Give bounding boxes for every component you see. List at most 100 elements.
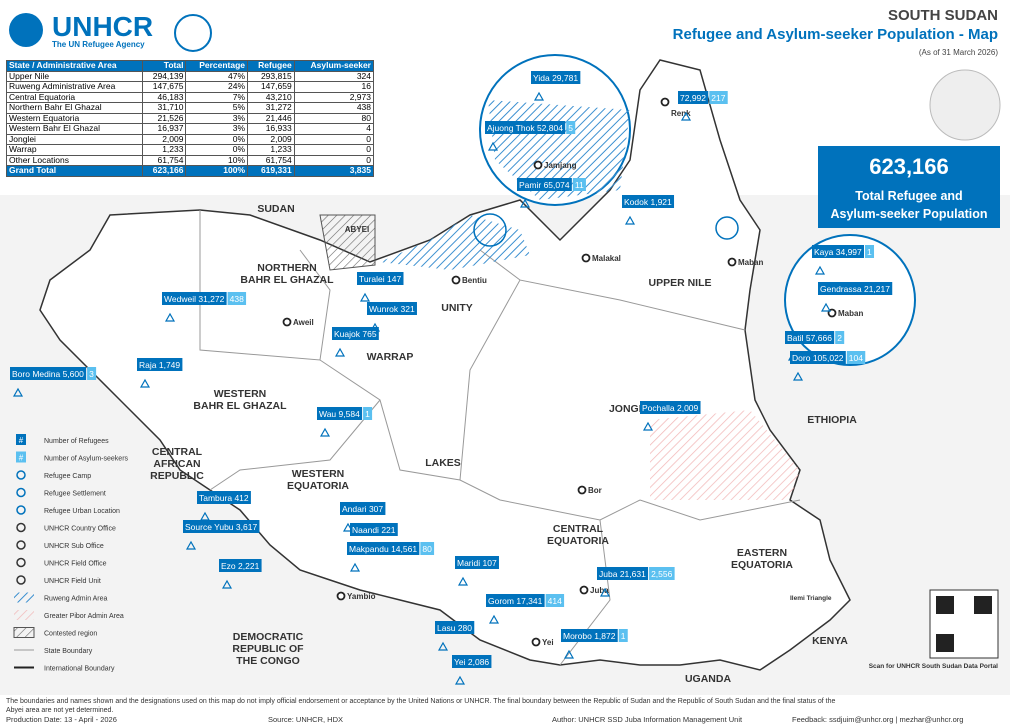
table-cell: Jonglei (5, 133, 144, 145)
site-marker (533, 91, 545, 101)
legend-label: Refugee Camp (44, 473, 91, 480)
refugee-count: 412 (234, 493, 248, 503)
table-cell: 147,659 (247, 81, 295, 93)
refugee-count: 65,074 (544, 180, 570, 190)
asylum-count: 2,556 (651, 569, 673, 579)
asylum-count: 217 (711, 93, 725, 103)
table-cell: 438 (293, 102, 375, 114)
region-label: AFRICAN (153, 458, 200, 470)
legend-icon (16, 470, 26, 480)
table-cell: Percentage (185, 60, 249, 72)
refugee-count: 31,272 (198, 294, 224, 304)
site-marker (814, 265, 826, 275)
table-row: Northern Bahr El Ghazal 31,710 5% 31,272 438 (5, 102, 375, 114)
table-cell: 619,331 (247, 165, 295, 177)
inset-marker (715, 216, 739, 240)
region-label: EQUATORIA (547, 535, 609, 547)
location-box (350, 523, 398, 536)
asylum-box (835, 331, 845, 344)
footer: The boundaries and names shown and the d… (6, 698, 963, 724)
table-row: Upper Nile 294,139 47% 293,815 324 (5, 70, 375, 82)
asylum-count: 3 (89, 369, 94, 379)
table-cell: Upper Nile (5, 70, 144, 82)
location-label: Doro 105,022 (792, 353, 844, 363)
asylum-box (846, 351, 866, 364)
legend-label: Refugee Settlement (44, 491, 106, 498)
qr-caption: Scan for UNHCR South Sudan Data Portal (869, 663, 998, 670)
location-label: Boro Medina 5,600 (12, 369, 84, 379)
site-marker (164, 312, 176, 322)
table-cell: 0 (293, 133, 375, 145)
asylum-box (649, 567, 675, 580)
table-cell: 2,009 (247, 133, 295, 145)
location-label: Pamir 65,074 (519, 180, 570, 190)
table-cell: 16,937 (142, 123, 187, 135)
table-cell: 24% (185, 81, 249, 93)
refugee-count: 57,666 (806, 333, 832, 343)
town-marker (336, 591, 346, 601)
refugee-count: 107 (483, 558, 497, 568)
town-marker (533, 160, 543, 170)
location-box (332, 327, 379, 340)
table-cell: 294,139 (142, 70, 187, 82)
region-label: CENTRAL (152, 446, 203, 458)
location-box (357, 272, 404, 285)
region-label: WESTERN (214, 388, 267, 400)
location-label: Yida 29,781 (533, 73, 578, 83)
table-cell: Warrap (5, 144, 144, 156)
asylum-count: 2 (837, 333, 842, 343)
refugee-count: 105,022 (813, 353, 844, 363)
table-cell: 0 (293, 144, 375, 156)
site-marker (519, 198, 531, 208)
refugee-count: 21,217 (864, 284, 890, 294)
site-marker (487, 141, 499, 151)
table-row: Jonglei 2,009 0% 2,009 0 (5, 133, 375, 145)
asylum-box (709, 91, 728, 104)
table-cell: 4 (293, 123, 375, 135)
asylum-box (618, 629, 628, 642)
refugee-count: 307 (369, 504, 383, 514)
location-label: Batil 57,666 (787, 333, 832, 343)
site-marker (334, 347, 346, 357)
location-label: Gendrassa 21,217 (820, 284, 890, 294)
table-cell: 7% (185, 91, 249, 103)
site-marker (792, 371, 804, 381)
location-name: Juba (599, 569, 618, 579)
legend-label: UNHCR Country Office (44, 526, 116, 533)
legend-label: State Boundary (44, 648, 93, 655)
location-label: Turalei 147 (359, 274, 402, 284)
region-label: DEMOCRATIC (233, 631, 304, 643)
legend-icon (16, 522, 26, 533)
site-marker (185, 540, 197, 550)
location-label: Naandi 221 (352, 525, 396, 535)
town-marker (579, 585, 589, 595)
location-name: Naandi (352, 525, 379, 535)
region-label: SUDAN (257, 203, 294, 215)
legend-swatch (16, 451, 26, 463)
region-label: EASTERN (737, 547, 787, 559)
table-cell: Northern Bahr El Ghazal (5, 102, 144, 114)
legend-icon (16, 540, 26, 550)
location-label: Kaya 34,997 (814, 247, 862, 257)
location-name: Tambura (199, 493, 232, 503)
region-label: WARRAP (367, 351, 414, 363)
table-cell: 1,233 (142, 144, 187, 156)
table-row: Warrap 1,233 0% 1,233 0 (5, 144, 375, 156)
location-label: Ajuong Thok 52,804 (487, 123, 563, 133)
table-cell: 61,754 (142, 154, 187, 166)
summary-label: Total Refugee and (855, 189, 962, 203)
location-label: Juba 21,631 (599, 569, 646, 579)
location-box (435, 621, 475, 634)
location-name: Wau (319, 409, 336, 419)
legend-label: UNHCR Field Office (44, 561, 107, 568)
logo-icon (9, 13, 43, 47)
location-label: Lasu 280 (437, 623, 472, 633)
region-label: BAHR EL GHAZAL (193, 400, 287, 412)
table-row: State / Administrative Area Total Percenta… (5, 60, 375, 72)
refugee-count: 2,221 (238, 561, 260, 571)
location-name: Lasu (437, 623, 456, 633)
legend-symbol: # (19, 436, 24, 445)
table-cell: 61,754 (247, 154, 295, 166)
location-label: Source Yubu 3,617 (185, 522, 257, 532)
table-cell: Refugee (247, 60, 295, 72)
